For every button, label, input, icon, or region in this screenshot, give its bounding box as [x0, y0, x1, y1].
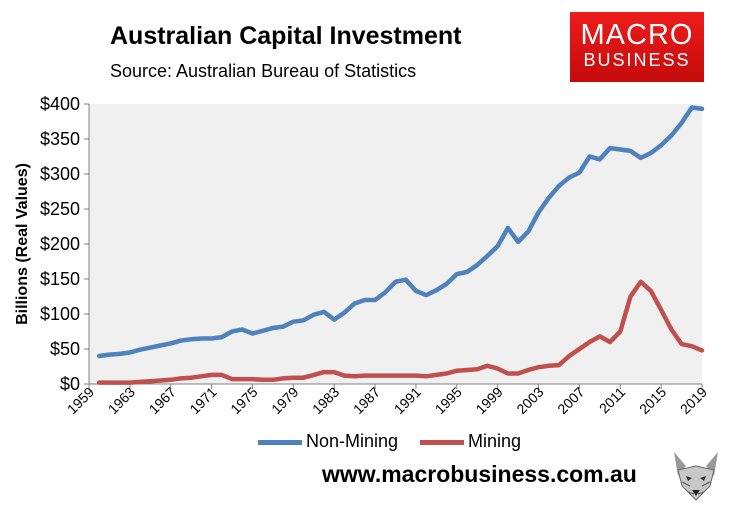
x-tick-label: 1971	[186, 384, 219, 417]
chart-title: Australian Capital Investment	[110, 22, 462, 50]
x-tick-label: 1991	[391, 384, 424, 417]
legend-swatch-mining	[420, 439, 465, 445]
y-tick-label: $350	[40, 129, 80, 149]
logo-line-2: BUSINESS	[583, 50, 691, 70]
series-line-non-mining	[96, 105, 705, 359]
y-tick-label: $100	[40, 304, 80, 324]
y-tick-label: $300	[40, 164, 80, 184]
x-tick-label: 1983	[309, 384, 342, 417]
logo-line-1: MACRO	[580, 19, 694, 51]
legend-item-mining: Mining	[420, 431, 521, 452]
x-tick-label: 2003	[513, 384, 546, 417]
y-tick-label: $0	[60, 374, 80, 394]
x-tick-label: 1999	[472, 384, 505, 417]
y-axis-label: Billions (Real Values)	[14, 163, 31, 325]
x-tick-label: 1967	[146, 384, 179, 417]
chart-source: Source: Australian Bureau of Statistics	[110, 61, 417, 81]
x-tick-label: 1987	[350, 384, 383, 417]
x-tick-label: 1975	[227, 384, 260, 417]
chart-legend: Non-Mining Mining	[258, 430, 543, 452]
x-tick-label: 2007	[554, 384, 587, 417]
series-line-mining	[96, 279, 705, 385]
fox-logo-icon	[668, 446, 724, 502]
y-tick-label: $150	[40, 269, 80, 289]
legend-swatch-non-mining	[258, 439, 302, 445]
x-tick-label: 2015	[636, 384, 669, 417]
y-tick-label: $400	[40, 94, 80, 114]
x-tick-label: 1995	[432, 384, 465, 417]
macrobusiness-logo: MACRO BUSINESS	[570, 12, 704, 82]
y-tick-label: $200	[40, 234, 80, 254]
legend-label-mining: Mining	[468, 430, 522, 451]
website-url: www.macrobusiness.com.au	[322, 461, 637, 487]
x-tick-label: 1979	[268, 384, 301, 417]
x-tick-label: 2019	[677, 384, 710, 417]
x-tick-label: 2011	[596, 384, 629, 417]
x-tick-label: 1963	[105, 384, 138, 417]
legend-item-non-mining: Non-Mining	[258, 431, 398, 452]
y-tick-label: $250	[40, 199, 80, 219]
y-tick-label: $50	[50, 339, 80, 359]
legend-label-non-mining: Non-Mining	[306, 430, 399, 451]
